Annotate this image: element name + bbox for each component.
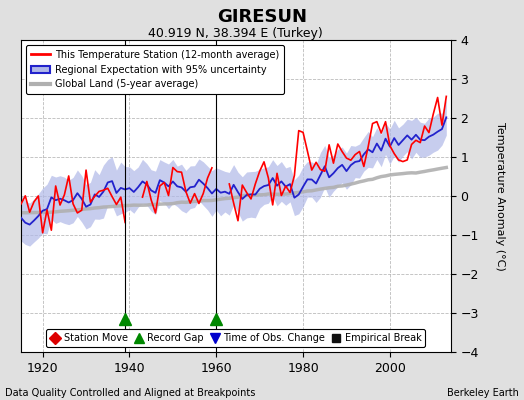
Text: Data Quality Controlled and Aligned at Breakpoints: Data Quality Controlled and Aligned at B… [5,388,256,398]
Legend: Station Move, Record Gap, Time of Obs. Change, Empirical Break: Station Move, Record Gap, Time of Obs. C… [46,329,425,347]
Text: Berkeley Earth: Berkeley Earth [447,388,519,398]
Y-axis label: Temperature Anomaly (°C): Temperature Anomaly (°C) [495,122,506,270]
Text: GIRESUN: GIRESUN [217,8,307,26]
Title: 40.919 N, 38.394 E (Turkey): 40.919 N, 38.394 E (Turkey) [148,27,323,40]
